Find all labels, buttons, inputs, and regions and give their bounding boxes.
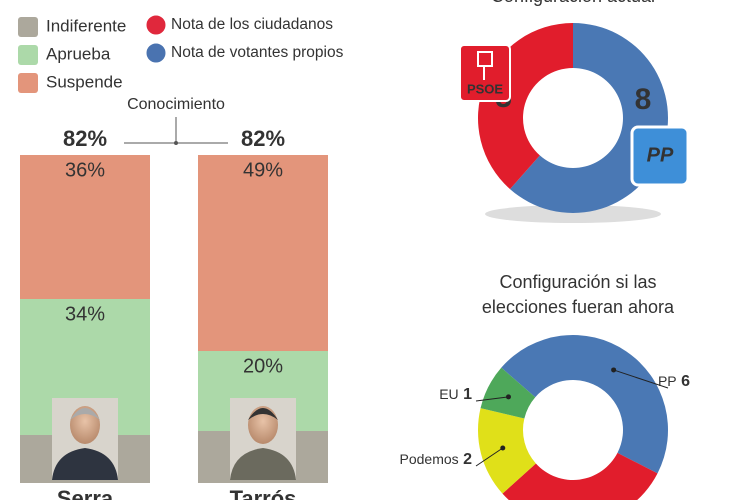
- segment-value: 2: [459, 451, 472, 468]
- value-label: 20%: [243, 355, 283, 377]
- knowledge-label: Conocimiento: [127, 96, 225, 113]
- knowledge-value: 82%: [241, 126, 285, 151]
- legend-label: Indiferente: [46, 16, 126, 35]
- chart-title: Configuración actual: [491, 0, 655, 6]
- portrait-hair: [70, 408, 100, 420]
- legend-dot: [145, 42, 167, 64]
- donut-segment: [480, 367, 536, 419]
- portrait-hair: [248, 408, 278, 420]
- chart-title: Configuración si las elecciones fueran ah…: [482, 272, 675, 317]
- legend-dot: [145, 14, 167, 36]
- connector-dot: [174, 141, 178, 145]
- donut-segment: [501, 334, 669, 474]
- value-label: 34%: [65, 303, 105, 325]
- knowledge-value: 82%: [63, 126, 107, 151]
- legend-swatch: [18, 73, 38, 93]
- legend-label: Nota de votantes propios: [171, 44, 344, 61]
- donut-segment: [502, 452, 658, 500]
- donut-segment: [510, 23, 669, 213]
- portrait-body: [52, 448, 118, 480]
- candidate-name: Serra: [57, 486, 114, 500]
- portrait: [52, 398, 118, 480]
- logo-text: PP: [647, 144, 674, 166]
- segment-value: 6: [677, 373, 690, 390]
- segment-name: Podemos: [400, 451, 459, 467]
- portrait-body: [230, 448, 296, 480]
- segment-label: PP 6: [658, 373, 690, 391]
- legend-label: Suspende: [46, 72, 123, 91]
- donut-segment: [477, 408, 536, 494]
- portrait: [230, 398, 296, 480]
- segment-label: EU 1: [439, 386, 472, 404]
- value-label: 36%: [65, 159, 105, 181]
- leader-line: [475, 396, 509, 402]
- leader-line: [613, 369, 669, 389]
- legend-label: Aprueba: [46, 44, 111, 63]
- bar-segment: [198, 155, 328, 351]
- segment-name: EU: [439, 386, 458, 402]
- segment-label: Podemos 2: [400, 451, 473, 469]
- value-label: 49%: [243, 159, 283, 181]
- legend-label: Nota de los ciudadanos: [171, 16, 333, 33]
- bar-segment: [20, 155, 150, 299]
- legend-swatch: [18, 45, 38, 65]
- logo-text: PSOE: [467, 81, 503, 96]
- logo-pp: [630, 125, 690, 187]
- leader-line: [475, 447, 504, 467]
- connector: [124, 117, 228, 144]
- segment-value: 1: [459, 386, 472, 403]
- segment-value: 8: [635, 83, 652, 116]
- shadow: [485, 205, 661, 223]
- segment-name: PP: [658, 373, 677, 389]
- candidate-name: Tarrós: [230, 486, 297, 500]
- logo-rose: [477, 51, 493, 80]
- legend-swatch: [18, 17, 38, 37]
